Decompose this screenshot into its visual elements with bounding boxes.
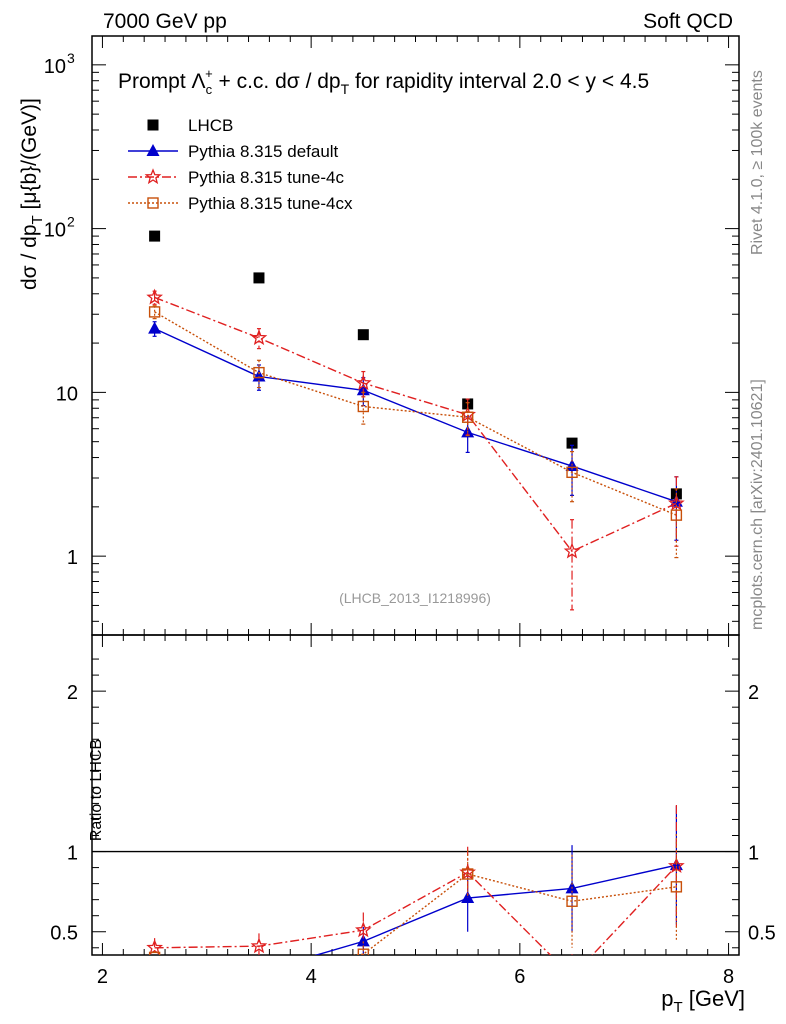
series-1-main <box>148 321 683 541</box>
analysis-watermark: (LHCB_2013_I1218996) <box>339 590 491 606</box>
title-sub: c <box>206 82 213 97</box>
x-axis-label-main: p <box>661 986 673 1011</box>
series-3-ratio-line <box>352 873 677 955</box>
series-2-ratio-point <box>250 937 268 954</box>
legend: LHCB Pythia 8.315 default Pythia 8.315 tun… <box>128 116 353 213</box>
series-3-ratio-point <box>461 868 474 880</box>
title-suffix: for rapidity interval 2.0 < y < 4.5 <box>349 70 649 93</box>
legend-marker-0 <box>147 119 159 131</box>
series-3-ratio-point <box>148 951 161 955</box>
ratio-tick-label: 0.5 <box>50 923 78 945</box>
series-3-point <box>566 466 578 479</box>
series-1-ratio-point <box>356 934 370 947</box>
series-1-ratio-line <box>314 864 677 955</box>
y-tick-exponent: 2 <box>67 214 75 230</box>
series-1-point <box>252 369 266 382</box>
x-axis-label-sub: T <box>673 999 682 1016</box>
series-2-ratio <box>146 805 685 983</box>
x-axis-label: pT [GeV] <box>661 986 745 1016</box>
series-2-point <box>250 329 268 346</box>
x-tick-label: 2 <box>97 966 108 988</box>
mcplots-reference-label: mcplots.cern.ch [arXiv:2401.10621] <box>749 379 766 630</box>
series-2-ratio-point <box>667 857 685 874</box>
y-axis-label-sub: T <box>29 215 46 224</box>
ratio-tick-label-right: 1 <box>748 843 759 865</box>
series-2-main <box>146 288 685 611</box>
series-3-ratio-point <box>670 881 683 893</box>
series-2-point <box>563 542 581 559</box>
process-label: Soft QCD <box>643 10 733 33</box>
series-0-point <box>357 329 369 341</box>
y-axis-label: dσ / dpT [μ{b}/(GeV)] <box>18 98 46 290</box>
legend-label-2: Pythia 8.315 tune-4c <box>188 168 344 187</box>
y-axis-label-main: dσ / dp <box>18 224 41 290</box>
series-1-ratio-point <box>252 965 265 977</box>
series-3-point <box>670 509 683 521</box>
series-3-main <box>148 305 683 559</box>
ratio-axis-label: Ratio to LHCB <box>88 739 105 841</box>
rivet-version-label: Rivet 4.1.0, ≥ 100k events <box>749 70 766 255</box>
series-0-point <box>566 437 578 449</box>
title-main: + c.c. dσ / dp <box>213 70 341 93</box>
series-0-main <box>149 230 682 500</box>
title-sup: + <box>205 66 213 81</box>
series-2-point <box>146 288 163 305</box>
series-2-ratio-point <box>565 970 578 983</box>
ratio-tick-label-right: 2 <box>748 682 759 704</box>
series-3-point <box>148 306 161 318</box>
ratio-tick-label: 1 <box>67 843 78 865</box>
legend-label-1: Pythia 8.315 default <box>188 142 339 161</box>
series-0-point <box>149 230 161 242</box>
series-3-point <box>461 411 474 423</box>
legend-marker-2 <box>144 168 162 185</box>
series-0-point <box>253 272 265 284</box>
series-3-ratio-point <box>566 895 578 907</box>
x-axis-label-suffix: [GeV] <box>683 986 745 1011</box>
legend-marker-1 <box>146 144 160 156</box>
legend-label-3: Pythia 8.315 tune-4cx <box>188 194 353 213</box>
y-tick-label: 10 <box>44 220 66 242</box>
series-1-point <box>148 321 162 334</box>
series-2-line <box>154 296 677 553</box>
legend-marker-3 <box>147 197 159 209</box>
series-1-line <box>154 328 677 503</box>
series-3-line <box>154 311 677 516</box>
series-2-ratio-point <box>146 939 164 955</box>
title-prefix: Prompt Λ <box>118 70 206 93</box>
collision-energy-label: 7000 GeV pp <box>103 10 227 33</box>
y-tick-exponent: 3 <box>67 50 75 66</box>
main-series <box>146 230 685 611</box>
x-tick-label: 4 <box>306 966 317 988</box>
legend-label-0: LHCB <box>188 116 233 135</box>
series-3-ratio-point <box>254 964 264 974</box>
series-3-ratio-point <box>357 948 370 955</box>
y-tick-label: 10 <box>44 56 66 78</box>
x-tick-label: 6 <box>514 966 525 988</box>
series-1-ratio-point <box>148 962 161 974</box>
ratio-series <box>146 805 685 983</box>
series-1-ratio-point <box>461 891 475 904</box>
ratio-tick-label: 2 <box>67 682 78 704</box>
series-2-ratio-point <box>355 921 372 938</box>
y-axis-label-suffix: [μ{b}/(GeV)] <box>18 98 41 215</box>
series-2-ratio-line <box>154 865 677 955</box>
y-tick-label: 1 <box>67 547 78 569</box>
series-2-point <box>355 374 372 391</box>
series-3-point <box>357 400 370 413</box>
series-3-point <box>253 366 265 379</box>
x-tick-label: 8 <box>723 966 734 988</box>
ratio-frame <box>91 634 740 956</box>
y-tick-label: 10 <box>56 383 78 405</box>
ratio-tick-label-right: 0.5 <box>748 923 776 945</box>
series-3-ratio <box>148 833 683 974</box>
ratio-axes: 2 4 6 8 0.5 0.5 1 1 2 2 <box>50 634 776 988</box>
plot-title: Prompt Λc+ + c.c. dσ / dpT for rapidity … <box>118 66 649 97</box>
title-sub2: T <box>341 81 350 97</box>
